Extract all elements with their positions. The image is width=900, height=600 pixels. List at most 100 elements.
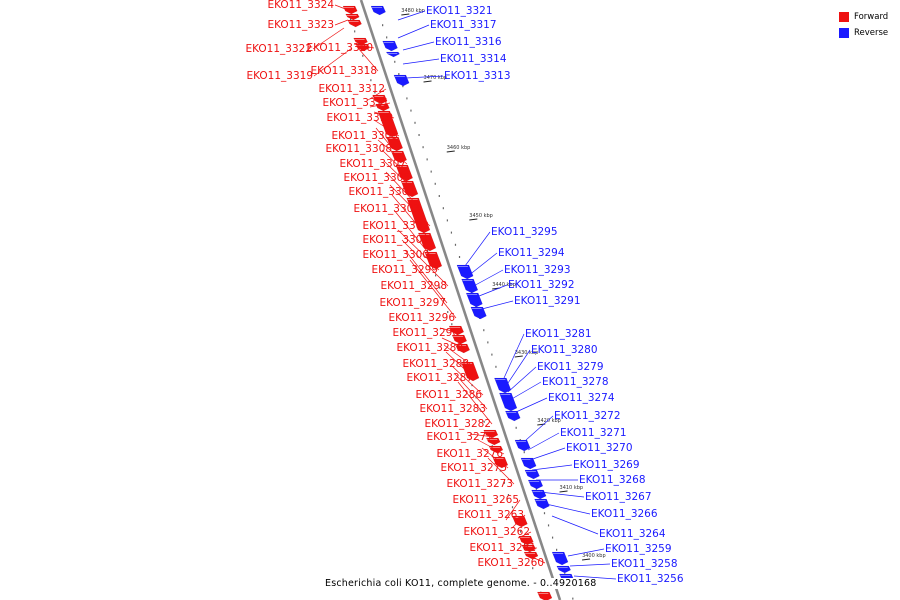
gene-labels: EKO11_3324 EKO11_3323 EKO11_3322EKO11_3320…: [245, 0, 683, 585]
forward-gene: [451, 334, 468, 345]
reverse-leader-line: [397, 10, 426, 21]
forward-leader-line: [401, 239, 449, 287]
reverse-leader-line: [405, 75, 444, 79]
minor-dot: [386, 36, 388, 39]
forward-gene-label: EKO11_3289: [396, 342, 463, 354]
reverse-gene: [499, 392, 518, 412]
forward-gene-label: EKO11_3263: [457, 509, 524, 521]
reverse-gene-label: EKO11_3292: [508, 279, 575, 291]
forward-gene-label: EKO11_3312: [318, 83, 385, 95]
forward-gene-label: EKO11_3282: [424, 418, 491, 430]
minor-dot: [350, 18, 352, 21]
forward-gene-label: EKO11_3286: [415, 389, 482, 401]
reverse-gene: [524, 469, 540, 480]
minor-dot: [454, 243, 457, 246]
minor-dot: [503, 481, 505, 484]
legend-forward-label: Forward: [854, 12, 889, 22]
minor-dot: [394, 60, 396, 63]
forward-leader-line: [334, 19, 349, 26]
forward-gene-label: EKO11_3311: [322, 97, 389, 109]
scale-tick-mark: [469, 218, 478, 221]
forward-gene-label: EKO11_3265: [452, 494, 519, 506]
genome-backbone: [359, 0, 562, 600]
reverse-leader-line: [531, 464, 573, 471]
forward-leader-line: [505, 499, 521, 521]
scale-tick-label: 3400 kbp: [582, 553, 606, 559]
forward-leader-line: [487, 457, 515, 485]
legend-reverse-label: Reverse: [854, 28, 889, 38]
forward-leader-line: [409, 259, 457, 319]
reverse-gene-label: EKO11_3317: [430, 19, 497, 31]
scale-tick-mark: [514, 355, 523, 358]
reverse-gene-label: EKO11_3280: [531, 344, 598, 356]
forward-leader-line: [529, 555, 546, 564]
minor-dot: [515, 426, 517, 429]
reverse-gene: [370, 5, 386, 16]
forward-leader-line: [373, 119, 400, 137]
forward-gene-label: EKO11_3261: [469, 542, 536, 554]
scale-tick-label: 3480 kbp: [401, 8, 425, 14]
reverse-gene-label: EKO11_3294: [498, 247, 565, 259]
forward-leader-line: [454, 373, 488, 410]
forward-leader-line: [389, 184, 431, 227]
forward-leader-line: [377, 139, 408, 165]
forward-leader-line: [367, 88, 387, 101]
reverse-gene-label: EKO11_3274: [548, 392, 615, 404]
forward-gene-label: EKO11_3309: [331, 130, 398, 142]
reverse-gene-label: EKO11_3314: [440, 53, 507, 65]
forward-gene: [454, 343, 471, 354]
scale-tick-label: 3410 kbp: [560, 485, 584, 491]
forward-gene-label: EKO11_3302: [362, 220, 429, 232]
forward-gene-label: EKO11_3276: [436, 448, 503, 460]
reverse-leader-line: [573, 575, 617, 580]
minor-dot: [402, 85, 404, 88]
scale-tick-mark: [446, 150, 455, 153]
minor-dot: [370, 79, 372, 82]
minor-dot: [551, 536, 554, 539]
forward-gene-label: EKO11_3273: [446, 478, 513, 490]
minor-dot: [426, 250, 429, 252]
minor-dot: [426, 158, 428, 161]
minor-dot: [556, 548, 558, 551]
forward-gene-label: EKO11_3320: [306, 42, 373, 54]
forward-gene-label: EKO11_3310: [326, 112, 393, 124]
forward-gene-label: EKO11_3298: [380, 280, 447, 292]
minor-dot: [374, 91, 376, 94]
minor-dot: [398, 73, 400, 75]
reverse-gene-label: EKO11_3316: [435, 36, 502, 48]
reverse-leader-line: [397, 24, 430, 39]
reverse-gene: [534, 498, 550, 510]
minor-dot: [430, 170, 432, 173]
forward-leader-line: [373, 111, 395, 119]
forward-gene-label: EKO11_3322: [245, 43, 312, 55]
legend: Forward Reverse: [839, 9, 899, 41]
minor-dot: [406, 97, 408, 100]
scale-tick-mark: [559, 490, 568, 493]
minor-dot: [483, 329, 485, 332]
minor-dot: [354, 30, 356, 33]
forward-leader-line: [481, 447, 509, 469]
minor-dot: [450, 231, 453, 234]
reverse-leader-line: [529, 447, 566, 461]
reverse-gene-label: EKO11_3295: [491, 226, 558, 238]
reverse-gene-label: EKO11_3258: [611, 558, 678, 570]
forward-leader-line: [385, 171, 422, 210]
reverse-gene-label: EKO11_3278: [542, 376, 609, 388]
minor-dot: [435, 274, 437, 277]
forward-gene: [424, 251, 443, 270]
forward-gene-label: EKO11_3308: [325, 143, 392, 155]
minor-dot: [547, 524, 550, 527]
forward-gene-label: EKO11_3300: [362, 249, 429, 261]
forward-leader-line: [443, 344, 471, 365]
forward-leader-line: [469, 433, 495, 438]
minor-dot: [451, 323, 453, 326]
minor-dot: [483, 420, 485, 423]
reverse-gene: [465, 292, 483, 308]
minor-dot: [422, 146, 424, 149]
forward-leader-line: [517, 531, 532, 539]
reverse-leader-line: [402, 58, 440, 65]
minor-dot: [523, 451, 525, 454]
minor-dot: [532, 567, 534, 570]
reverse-gene: [470, 306, 487, 320]
reverse-gene: [393, 74, 410, 87]
